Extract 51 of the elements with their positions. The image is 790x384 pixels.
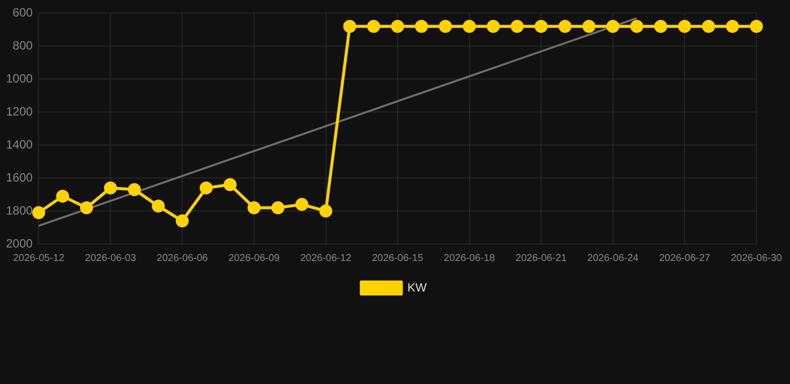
point [367,20,380,33]
point [414,20,428,33]
x-tick-label: 2026-05-12 [13,252,65,264]
point [32,206,46,220]
point [200,181,213,194]
y-tick-label: 2000 [6,236,34,250]
y-tick-label: 1000 [6,71,34,86]
x-tick-label: 2026-06-24 [587,252,639,264]
x-tick-label: 2026-06-09 [228,252,280,264]
point [104,181,117,194]
x-tick-label: 2026-06-27 [659,252,711,264]
point [56,190,70,203]
x-tick-label: 2026-06-30 [730,252,782,264]
x-tick-label: 2026-06-15 [372,252,424,264]
point [678,20,692,33]
y-tick-label: 800 [12,38,34,52]
point [558,20,572,33]
point [606,20,620,33]
point [750,20,763,33]
point [438,20,452,33]
y-tick-label: 1400 [6,137,34,152]
point [343,20,356,33]
point [630,20,644,33]
point [462,20,476,33]
point [582,20,596,33]
x-tick-label: 2026-06-12 [300,252,352,264]
point [271,201,284,214]
point [510,20,524,33]
x-tick-label: 2026-06-06 [156,252,208,264]
y-tick-label: 1200 [6,104,34,118]
x-tick-label: 2026-06-03 [84,252,136,264]
point [295,198,308,211]
point [702,20,716,33]
point [534,20,548,33]
point [224,178,237,192]
x-tick-label: 2026-06-18 [444,252,496,264]
point [80,201,94,214]
point [128,183,141,196]
y-tick-label: 600 [12,6,34,20]
x-tick-label: 2026-06-21 [516,252,568,264]
y-tick-label: 1600 [6,170,34,184]
point [319,204,332,218]
point [248,201,261,214]
legend-label: KW [407,280,428,294]
point [654,20,668,33]
point [726,20,739,33]
point [152,200,165,213]
y-tick-label: 1800 [6,203,34,218]
point [391,20,404,33]
point [486,20,500,33]
point [176,214,189,228]
